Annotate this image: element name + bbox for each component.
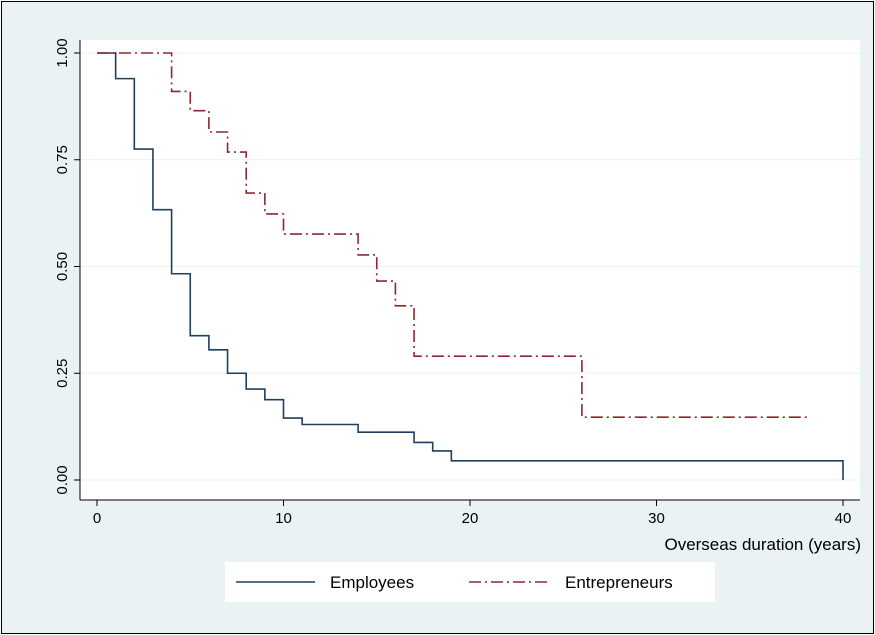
series-line-entrepreneurs — [97, 52, 810, 419]
x-tick-label-4: 40 — [835, 510, 852, 527]
x-tick-label-0: 0 — [93, 510, 101, 527]
x-tick-label-3: 30 — [648, 510, 665, 527]
y-tick-label-2: 0.50 — [54, 252, 71, 281]
legend: Employees Entrepreneurs — [225, 562, 715, 602]
x-axis-label: Overseas duration (years) — [664, 535, 861, 554]
legend-label-employees: Employees — [330, 573, 414, 592]
y-tick-label-4: 1.00 — [54, 38, 71, 67]
x-tick-label-1: 10 — [275, 510, 292, 527]
series-lines — [97, 52, 844, 480]
x-tick-label-2: 20 — [462, 510, 479, 527]
y-tick-label-3: 0.75 — [54, 145, 71, 174]
plot-area — [80, 40, 860, 500]
y-tick-label-1: 0.25 — [54, 359, 71, 388]
axes: 0.00 0.25 0.50 0.75 1.00 0 10 20 30 40 — [54, 38, 860, 527]
gridlines — [80, 52, 860, 481]
series-line-employees — [97, 52, 844, 480]
y-tick-label-0: 0.00 — [54, 465, 71, 494]
legend-label-entrepreneurs: Entrepreneurs — [565, 573, 673, 592]
